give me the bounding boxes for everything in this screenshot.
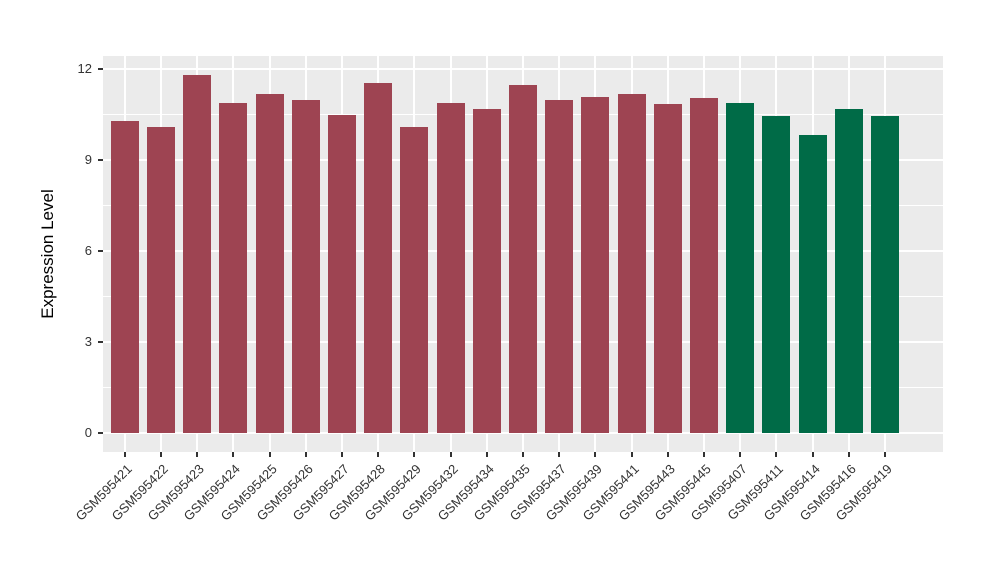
x-tick-mark [413, 452, 416, 457]
bar-GSM595434 [472, 108, 501, 433]
y-tick-mark [98, 432, 103, 434]
bar-GSM595424 [219, 102, 248, 433]
bar-GSM595414 [798, 134, 827, 433]
x-tick-mark [884, 452, 887, 457]
plot-panel [103, 56, 943, 452]
x-tick-mark [196, 452, 199, 457]
x-tick-mark [847, 452, 850, 457]
y-tick-label: 12 [77, 61, 92, 77]
bar-GSM595428 [364, 83, 393, 433]
bar-GSM595423 [183, 75, 212, 433]
bar-GSM595421 [110, 120, 139, 433]
x-tick-mark [703, 452, 706, 457]
bar-GSM595432 [436, 102, 465, 433]
y-tick-mark [98, 250, 103, 253]
y-tick-label: 9 [84, 152, 92, 168]
x-tick-mark [449, 452, 452, 457]
bar-GSM595422 [146, 126, 175, 433]
bar-GSM595407 [726, 102, 755, 433]
x-tick-mark [232, 452, 235, 457]
x-tick-mark [522, 452, 524, 457]
x-tick-mark [340, 452, 343, 457]
x-tick-mark [485, 452, 488, 457]
x-tick-mark [304, 452, 307, 457]
x-tick-mark [594, 452, 597, 457]
bar-GSM595439 [581, 96, 610, 433]
bar-GSM595426 [291, 99, 320, 433]
x-axis: GSM595421 GSM595422 GSM595423 GSM595424 GSM5… [72, 452, 943, 572]
bar-GSM595435 [509, 84, 537, 433]
x-tick-mark [123, 452, 126, 457]
y-tick-mark [98, 159, 103, 162]
x-tick-mark [775, 452, 778, 457]
x-tick-mark [268, 452, 271, 457]
y-tick-mark [98, 68, 103, 71]
y-axis: 0 3 6 9 12 [0, 56, 103, 452]
bar-GSM595441 [617, 93, 646, 433]
bar-GSM595427 [327, 114, 356, 433]
y-tick-label: 3 [84, 334, 92, 350]
bar-GSM595425 [255, 93, 284, 433]
x-tick-mark [159, 452, 162, 457]
y-tick-label: 6 [84, 243, 92, 259]
x-tick-mark [630, 452, 633, 457]
bar-GSM595416 [834, 108, 863, 433]
x-tick-mark [377, 452, 380, 457]
bar-GSM595437 [545, 99, 574, 433]
bar-GSM595411 [762, 116, 791, 433]
x-tick-mark [739, 452, 742, 457]
y-tick-label: 0 [84, 425, 92, 440]
bar-GSM595445 [690, 98, 719, 433]
x-tick-mark [666, 452, 669, 457]
y-tick-mark [98, 341, 103, 344]
bar-GSM595419 [871, 116, 900, 433]
x-tick-mark [558, 452, 561, 457]
x-tick-mark [811, 452, 814, 457]
bar-GSM595429 [400, 126, 429, 433]
bar-GSM595443 [653, 104, 682, 433]
